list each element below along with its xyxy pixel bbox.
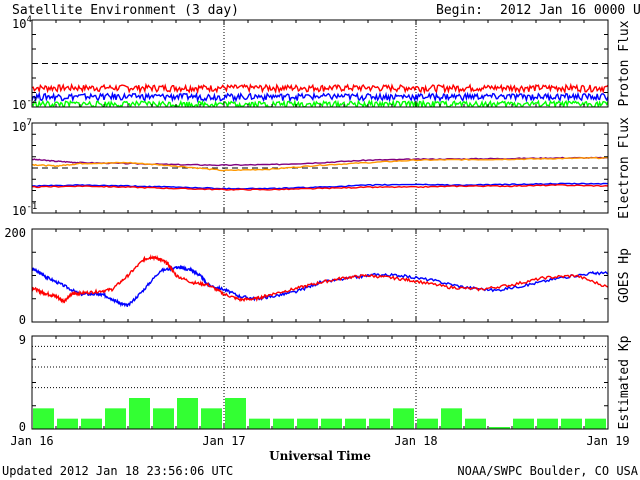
x-axis-title: Universal Time — [269, 449, 371, 463]
x-tick-label: Jan 19 — [586, 434, 629, 448]
kp-bar — [225, 398, 246, 429]
kp-bar — [153, 408, 174, 429]
series-line — [32, 183, 608, 191]
y-tick-label: 104 — [12, 15, 32, 31]
kp-bar — [105, 408, 126, 429]
series-line — [32, 156, 608, 172]
kp-bar — [297, 418, 318, 429]
series-line — [32, 253, 608, 304]
y-tick-label: 10-2 — [12, 96, 37, 112]
y-axis-label: Estimated Kp — [617, 335, 632, 429]
series-line — [32, 91, 608, 103]
kp-bar — [57, 418, 78, 429]
updated-timestamp: Updated 2012 Jan 18 23:56:06 UTC — [2, 464, 233, 478]
kp-bar — [249, 418, 270, 429]
kp-bar — [177, 398, 198, 429]
kp-bar — [513, 418, 534, 429]
kp-bar — [129, 398, 150, 429]
panel-frame — [31, 228, 609, 323]
estimated-kp-panel: 9 0 Estimated Kp — [19, 333, 632, 434]
kp-bar — [489, 427, 510, 429]
proton-flux-panel: 104 10-2 Proton Flux — [12, 15, 632, 112]
series-line — [32, 182, 608, 190]
kp-bar — [273, 418, 294, 429]
x-axis: Jan 16 Jan 17 Jan 18 Jan 19 — [10, 434, 629, 448]
kp-bar — [345, 418, 366, 429]
x-tick-label: Jan 16 — [10, 434, 53, 448]
series-group — [32, 156, 608, 191]
series-line — [32, 264, 608, 308]
y-tick-label: 0 — [19, 313, 26, 327]
begin-label: Begin: — [436, 3, 483, 18]
goes-hp-panel: 200 0 GOES Hp — [4, 226, 632, 327]
series-group — [33, 398, 606, 429]
y-tick-label: 200 — [4, 226, 26, 240]
y-axis-label: Proton Flux — [617, 20, 632, 106]
credit-text: NOAA/SWPC Boulder, CO USA — [457, 464, 638, 478]
y-tick-label: 107 — [12, 118, 32, 134]
electron-flux-panel: 107 10-1 Electron Flux — [12, 117, 632, 219]
kp-bar — [81, 418, 102, 429]
kp-bar — [561, 418, 582, 429]
chart-title: Satellite Environment (3 day) — [12, 3, 239, 18]
panel-frame — [31, 122, 609, 214]
series-line — [32, 98, 608, 107]
y-axis-label: Electron Flux — [617, 117, 632, 219]
kp-bar — [585, 418, 606, 429]
y-tick-label: 10-1 — [12, 202, 37, 218]
kp-bar — [393, 408, 414, 429]
kp-bar — [201, 408, 222, 429]
kp-bar — [417, 418, 438, 429]
y-axis-label: GOES Hp — [617, 248, 632, 303]
kp-bar — [321, 418, 342, 429]
begin-value: 2012 Jan 16 0000 UTC — [500, 3, 640, 18]
y-tick-label: 9 — [19, 333, 26, 347]
y-tick-label: 0 — [19, 420, 26, 434]
series-group — [32, 82, 608, 107]
series-line — [32, 82, 608, 95]
kp-bar — [369, 418, 390, 429]
kp-bar — [33, 408, 54, 429]
kp-bar — [537, 418, 558, 429]
series-group — [32, 253, 608, 308]
kp-bar — [441, 408, 462, 429]
x-tick-label: Jan 18 — [394, 434, 437, 448]
x-tick-label: Jan 17 — [202, 434, 245, 448]
kp-bar — [465, 418, 486, 429]
